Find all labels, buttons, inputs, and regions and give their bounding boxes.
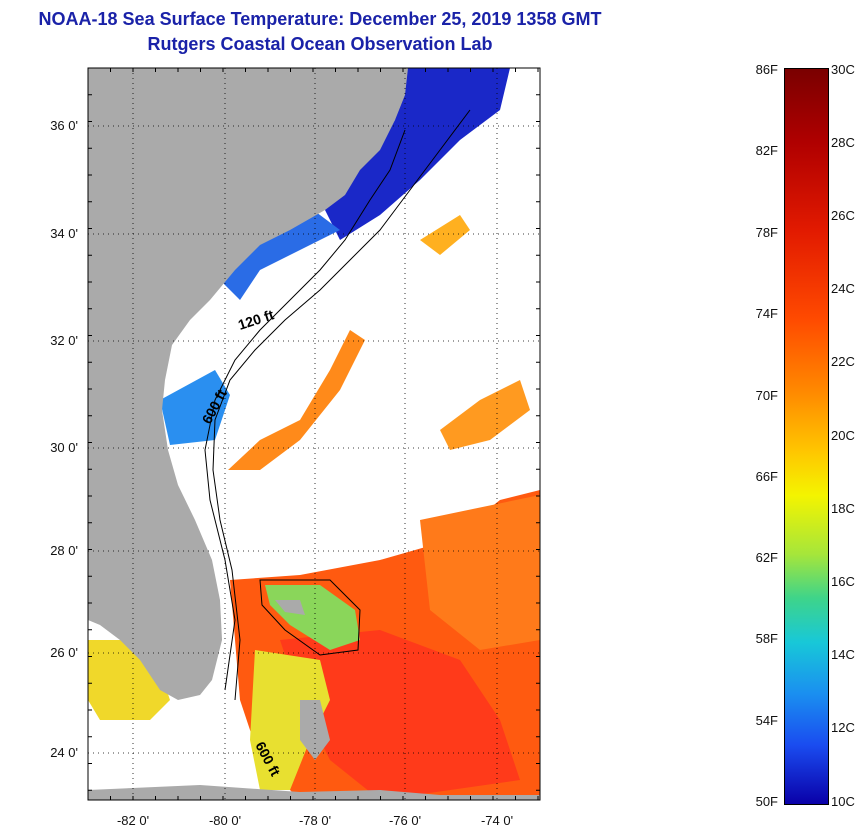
cold-water-north — [320, 68, 510, 240]
lon-label-80: -80 0' — [209, 813, 241, 828]
lat-label-26: 26 0' — [50, 645, 78, 660]
cbar-f-54: 54F — [755, 713, 778, 728]
lat-labels: 36 0' 34 0' 32 0' 30 0' 28 0' 26 0' 24 0… — [50, 118, 78, 760]
cbar-f-78: 78F — [755, 225, 778, 240]
lat-label-36: 36 0' — [50, 118, 78, 133]
cbar-c-14: 14C — [831, 647, 855, 662]
cbar-c-28: 28C — [831, 135, 855, 150]
lat-label-24: 24 0' — [50, 745, 78, 760]
map-frame — [87, 67, 541, 801]
isobath-bahamas — [259, 579, 361, 656]
hot-water-patch — [280, 630, 520, 800]
cbar-c-18: 18C — [831, 501, 855, 516]
bahama-bank-yellow — [250, 650, 330, 790]
lon-label-82: -82 0' — [117, 813, 149, 828]
cbar-f-66: 66F — [755, 469, 778, 484]
cbar-f-62: 62F — [755, 550, 778, 565]
isobath-120ft — [204, 129, 406, 691]
cbar-c-16: 16C — [831, 574, 855, 589]
cbar-c-12: 12C — [831, 720, 855, 735]
tick-marks — [87, 67, 540, 800]
lon-labels: -82 0' -80 0' -78 0' -76 0' -74 0' — [117, 813, 513, 828]
isobath-600ft — [212, 109, 471, 701]
cbar-c-22: 22C — [831, 354, 855, 369]
cbar-f-58: 58F — [755, 631, 778, 646]
lat-label-34: 34 0' — [50, 226, 78, 241]
cbar-c-20: 20C — [831, 428, 855, 443]
cbar-f-86: 86F — [755, 62, 778, 77]
lon-label-74: -74 0' — [481, 813, 513, 828]
title-line-1: NOAA-18 Sea Surface Temperature: Decembe… — [38, 9, 602, 29]
cbar-c-10: 10C — [831, 794, 855, 809]
cbar-f-70: 70F — [755, 388, 778, 403]
cbar-c-26: 26C — [831, 208, 855, 223]
cbar-f-82: 82F — [755, 143, 778, 158]
warm-water-southeast — [420, 495, 540, 650]
land-bahamas-grand — [275, 600, 305, 615]
lon-label-76: -76 0' — [389, 813, 421, 828]
lat-label-30: 30 0' — [50, 440, 78, 455]
lat-label-28: 28 0' — [50, 543, 78, 558]
lon-label-78: -78 0' — [299, 813, 331, 828]
land-mainland — [88, 68, 408, 700]
warm-streak-3 — [420, 215, 470, 255]
cbar-f-74: 74F — [755, 306, 778, 321]
cbar-c-24: 24C — [831, 281, 855, 296]
cold-water-mid — [220, 200, 340, 300]
lat-label-32: 32 0' — [50, 333, 78, 348]
cold-water-south — [160, 370, 230, 445]
graticule — [88, 68, 540, 800]
cbar-f-50: 50F — [755, 794, 778, 809]
land-bahamas-andros — [300, 700, 330, 760]
cbar-c-30: 30C — [831, 62, 855, 77]
warm-streak-2 — [440, 380, 530, 450]
warm-streak-1 — [228, 330, 365, 470]
title-line-2: Rutgers Coastal Ocean Observation Lab — [147, 34, 493, 54]
color-scale-bar — [784, 68, 829, 805]
